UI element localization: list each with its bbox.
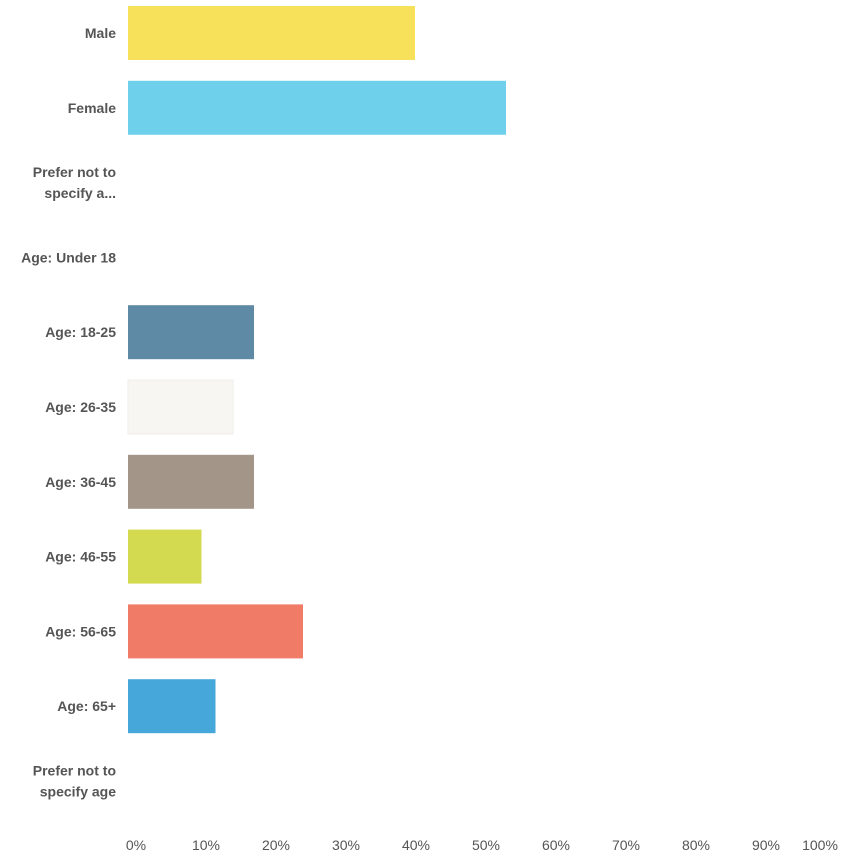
bar-0 xyxy=(128,6,415,60)
category-label-2: Prefer not to specify a... xyxy=(33,164,116,201)
category-label-9: Age: 65+ xyxy=(57,698,116,714)
category-label-10: Prefer not to specify age xyxy=(33,763,116,800)
category-label-8: Age: 56-65 xyxy=(45,623,116,639)
x-tick-label-6: 60% xyxy=(542,837,570,853)
x-tick-label-0: 0% xyxy=(126,837,146,853)
x-tick-label-1: 10% xyxy=(192,837,220,853)
category-labels: Male Female Prefer not to specify a... Age: … xyxy=(21,25,116,800)
x-tick-label-7: 70% xyxy=(612,837,640,853)
category-label-3: Age: Under 18 xyxy=(21,249,116,265)
bar-7 xyxy=(128,529,202,584)
x-axis-ticks: 0% 10% 20% 30% 40% 50% 60% 70% 80% 90% 100% xyxy=(126,837,838,853)
bar-6 xyxy=(128,454,254,509)
x-tick-label-4: 40% xyxy=(402,837,430,853)
category-label-1: Female xyxy=(68,100,116,116)
bar-1 xyxy=(128,80,506,135)
category-label-4: Age: 18-25 xyxy=(45,324,116,340)
x-tick-label-3: 30% xyxy=(332,837,360,853)
bar-4 xyxy=(128,305,254,360)
bars-group xyxy=(127,6,506,734)
category-label-5: Age: 26-35 xyxy=(45,399,116,415)
category-label-0: Male xyxy=(85,25,116,41)
x-tick-label-2: 20% xyxy=(262,837,290,853)
category-label-6: Age: 36-45 xyxy=(45,474,116,490)
x-tick-label-8: 80% xyxy=(682,837,710,853)
x-tick-label-10: 100% xyxy=(802,837,838,853)
category-label-7: Age: 46-55 xyxy=(45,549,116,565)
bar-8 xyxy=(128,604,303,659)
x-tick-label-9: 90% xyxy=(752,837,780,853)
x-tick-label-5: 50% xyxy=(472,837,500,853)
bar-9 xyxy=(128,679,216,734)
bar-5 xyxy=(127,379,234,435)
